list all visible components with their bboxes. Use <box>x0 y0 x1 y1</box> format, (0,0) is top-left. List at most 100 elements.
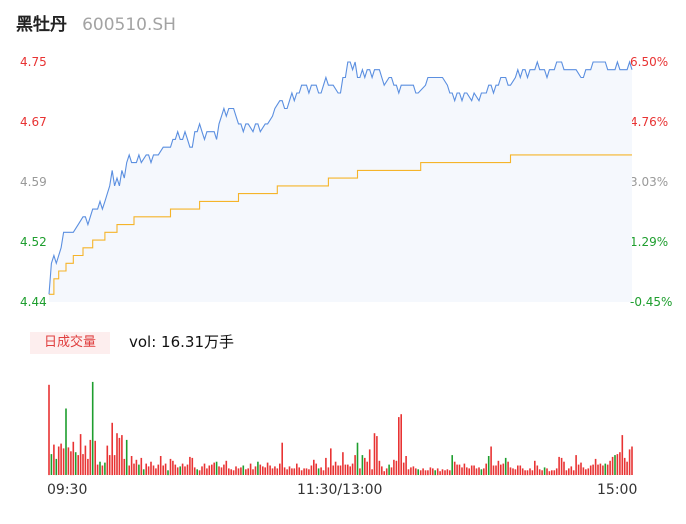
volume-bar <box>434 470 436 476</box>
volume-bar <box>276 468 279 476</box>
volume-bar <box>412 466 415 475</box>
pct-tick-label: -0.45% <box>630 295 673 309</box>
volume-bar <box>538 469 541 475</box>
volume-bar <box>621 435 624 475</box>
volume-bar <box>298 467 300 475</box>
volume-bar <box>101 465 104 475</box>
price-area-fill <box>49 62 632 302</box>
volume-bar <box>48 384 50 476</box>
volume-bar <box>628 449 631 476</box>
volume-bar <box>82 454 84 475</box>
volume-bar <box>504 457 507 475</box>
volume-bar <box>72 441 75 476</box>
volume-bar <box>354 455 356 475</box>
volume-bar <box>429 467 432 475</box>
volume-bar <box>427 470 429 476</box>
volume-bar <box>480 469 483 475</box>
volume-bar <box>172 460 174 476</box>
y-tick-label: 4.75 <box>20 55 47 69</box>
volume-bar <box>206 468 208 476</box>
volume-bar <box>390 467 393 475</box>
volume-bar <box>208 465 211 475</box>
y-tick-label: 4.67 <box>20 115 47 129</box>
volume-bar <box>104 462 106 475</box>
volume-bar <box>162 465 164 475</box>
volume-bar <box>50 454 53 475</box>
volume-bar <box>366 461 368 475</box>
volume-bar <box>606 464 609 475</box>
volume-bar <box>441 469 444 475</box>
volume-bar <box>293 468 296 476</box>
pct-tick-label: 1.29% <box>630 235 669 249</box>
volume-bar <box>201 466 203 475</box>
volume-bar <box>371 469 373 475</box>
volume-bar <box>453 461 456 475</box>
volume-bar <box>555 468 558 476</box>
volume-bar <box>410 467 412 475</box>
volume-bar <box>108 455 111 475</box>
volume-bar <box>327 467 330 475</box>
volume-bar <box>315 463 317 475</box>
volume-bar <box>531 470 534 476</box>
volume-bar <box>553 470 556 476</box>
volume-bar <box>313 459 315 475</box>
volume-bar <box>84 445 87 475</box>
volume-bar <box>536 465 539 475</box>
volume-bars <box>48 381 633 476</box>
volume-bar <box>361 455 364 475</box>
volume-bar <box>232 470 235 476</box>
volume-bar <box>534 460 536 476</box>
volume-bar <box>300 470 303 476</box>
volume-bar <box>546 468 548 476</box>
volume-bar <box>514 469 517 475</box>
volume-bar <box>422 468 424 476</box>
volume-bar <box>334 461 337 475</box>
volume-bar <box>96 464 99 475</box>
volume-bar <box>288 466 291 475</box>
volume-bar <box>274 466 276 475</box>
volume-bar <box>475 468 478 476</box>
volume-bar <box>568 468 570 476</box>
volume-bar <box>305 468 308 476</box>
volume-bar <box>317 468 320 476</box>
volume-bar <box>164 463 167 475</box>
stock-name: 黑牡丹 <box>16 15 67 35</box>
volume-bar <box>589 465 592 475</box>
volume-bar <box>330 448 332 475</box>
volume-bar <box>121 435 123 475</box>
volume-bar <box>492 465 495 475</box>
stock-title: 黑牡丹 600510.SH <box>16 13 176 37</box>
volume-bar <box>279 463 281 475</box>
volume-bar <box>356 442 359 475</box>
volume-bar <box>575 455 577 475</box>
volume-bar <box>614 455 616 475</box>
volume-bar <box>215 461 218 475</box>
volume-bar <box>560 457 563 475</box>
volume-bar <box>77 455 79 475</box>
volume-bar <box>500 464 502 475</box>
volume-bar <box>388 464 390 475</box>
volume-bar <box>473 465 475 475</box>
y-tick-label: 4.59 <box>20 175 47 189</box>
volume-bar <box>485 463 487 475</box>
volume-bar <box>497 460 500 476</box>
volume-bar <box>240 467 242 475</box>
y-tick-label: 4.52 <box>20 235 47 249</box>
volume-bar <box>432 468 434 476</box>
volume-bar <box>291 468 293 476</box>
volume-bar <box>242 465 245 475</box>
volume-bar <box>322 470 325 476</box>
volume-bar <box>89 439 92 475</box>
volume-bar <box>415 468 417 476</box>
volume-bar <box>342 452 344 475</box>
volume-bar <box>456 464 458 475</box>
volume-bar <box>116 433 118 475</box>
volume-bar <box>543 467 546 475</box>
volume-bar <box>130 456 133 475</box>
volume-bar <box>179 466 181 475</box>
volume-bar <box>502 463 505 475</box>
volume-bar <box>582 467 585 475</box>
volume-bar <box>587 468 590 476</box>
volume-bar <box>125 439 128 475</box>
volume-bar <box>347 464 349 475</box>
